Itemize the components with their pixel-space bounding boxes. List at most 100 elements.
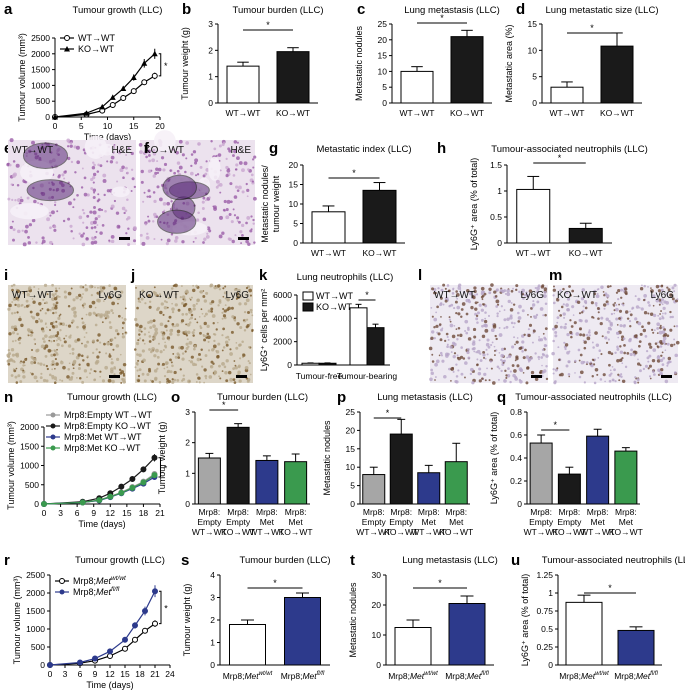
tissue-cell bbox=[33, 286, 36, 289]
chart-title: Metastatic index (LLC) bbox=[316, 144, 411, 155]
tissue-cell bbox=[148, 331, 150, 334]
tissue-cell bbox=[205, 234, 210, 239]
tissue-cell bbox=[615, 307, 619, 312]
tissue-cell bbox=[569, 319, 572, 322]
tissue-cell bbox=[557, 309, 561, 312]
tissue-cell bbox=[533, 315, 538, 319]
tissue-cell bbox=[431, 287, 435, 291]
tissue-cell bbox=[96, 224, 99, 227]
tissue-cell bbox=[99, 370, 102, 373]
tissue-cell bbox=[233, 319, 237, 322]
tissue-cell bbox=[518, 304, 522, 309]
tissue-cell bbox=[251, 180, 255, 183]
tissue-cell bbox=[513, 336, 516, 339]
tissue-cell bbox=[175, 297, 178, 300]
tissue-cell bbox=[78, 232, 81, 235]
tissue-cell bbox=[248, 346, 251, 349]
tissue-cell bbox=[465, 288, 470, 293]
tissue-cell bbox=[53, 228, 57, 232]
tissue-cell bbox=[481, 377, 484, 380]
tissue-cell bbox=[643, 284, 646, 288]
tissue-cell bbox=[233, 149, 237, 154]
tissue-cell bbox=[125, 166, 128, 170]
tissue-cell bbox=[512, 373, 516, 378]
tissue-cell bbox=[610, 312, 614, 316]
significance-bracket bbox=[159, 590, 162, 625]
tissue-cell bbox=[52, 334, 56, 338]
tissue-cell bbox=[81, 354, 84, 358]
y-tick-label: 0.25 bbox=[536, 642, 553, 652]
tissue-cell bbox=[84, 284, 87, 287]
tissue-cell bbox=[534, 352, 537, 355]
tissue-cell bbox=[170, 361, 173, 364]
tissue-cell bbox=[86, 355, 89, 358]
tissue-cell bbox=[647, 301, 650, 304]
tissue-cell bbox=[644, 364, 648, 368]
legend-label: KO→WT bbox=[316, 302, 352, 312]
y-tick-label: 0 bbox=[532, 98, 537, 108]
tissue-cell bbox=[80, 234, 84, 238]
micrograph-stain-label: Ly6G bbox=[225, 290, 249, 301]
tissue-cell bbox=[624, 287, 628, 291]
legend-label: Mrp8:Met KO→WT bbox=[64, 443, 141, 453]
tissue-cell bbox=[134, 317, 138, 322]
tissue-cell bbox=[648, 342, 652, 346]
tissue-cell bbox=[661, 351, 664, 354]
tissue-cell bbox=[46, 367, 49, 371]
y-tick-label: 3 bbox=[210, 593, 215, 603]
data-point bbox=[109, 101, 116, 108]
tissue-cell bbox=[451, 341, 456, 345]
data-point bbox=[132, 636, 138, 643]
tissue-cell bbox=[193, 328, 196, 332]
category-label: Mrp8;Metfl/fl bbox=[614, 671, 658, 681]
tissue-cell bbox=[49, 226, 52, 230]
tissue-cell bbox=[633, 354, 636, 357]
tissue-cell bbox=[652, 331, 655, 334]
tissue-cell bbox=[581, 288, 586, 292]
tissue-cell bbox=[514, 343, 516, 346]
tissue-cell bbox=[92, 181, 95, 184]
tissue-cell bbox=[176, 169, 180, 173]
tissue-cell bbox=[72, 367, 75, 370]
tissue-cell bbox=[242, 353, 246, 357]
panel-label-f: f bbox=[144, 140, 150, 157]
micrograph-e bbox=[6, 135, 137, 247]
tissue-cell bbox=[500, 353, 505, 358]
y-axis-label: Tumour weight (g) bbox=[157, 422, 167, 495]
tissue-cell bbox=[101, 321, 104, 324]
tissue-cell bbox=[209, 283, 214, 288]
tissue-cell bbox=[152, 336, 156, 340]
legend-swatch bbox=[302, 302, 314, 312]
tissue-cell bbox=[92, 188, 97, 193]
tissue-cell bbox=[469, 367, 474, 372]
y-tick-label: 0.6 bbox=[510, 430, 522, 440]
tissue-cell bbox=[500, 358, 503, 362]
tissue-cell bbox=[39, 319, 43, 323]
tissue-cell bbox=[253, 155, 257, 159]
data-point bbox=[96, 497, 103, 504]
tissue-cell bbox=[602, 291, 605, 293]
tissue-cell bbox=[17, 374, 21, 378]
tissue-cell bbox=[159, 350, 163, 354]
y-axis-label: Ly6G⁺ area (% of total) bbox=[469, 158, 479, 250]
tissue-cell bbox=[552, 301, 556, 305]
tissue-cell bbox=[661, 303, 664, 306]
tissue-cell bbox=[143, 379, 147, 383]
tissue-cell bbox=[673, 325, 676, 328]
tissue-cell bbox=[159, 310, 163, 315]
legend-marker bbox=[59, 578, 65, 584]
tissue-cell bbox=[236, 292, 240, 296]
y-tick-label: 4000 bbox=[273, 313, 292, 323]
tissue-cell bbox=[662, 306, 666, 311]
tissue-cell bbox=[136, 353, 139, 356]
tissue-cell bbox=[525, 291, 528, 294]
tissue-cell bbox=[552, 368, 555, 371]
tissue-cell bbox=[94, 361, 99, 365]
tissue-cell bbox=[596, 373, 599, 376]
x-tick-label: 0 bbox=[53, 121, 58, 131]
tissue-cell bbox=[593, 381, 597, 385]
tissue-cell bbox=[670, 343, 674, 348]
tissue-cell bbox=[20, 360, 23, 363]
significance-star: * bbox=[273, 578, 277, 588]
tissue-cell bbox=[571, 305, 575, 309]
